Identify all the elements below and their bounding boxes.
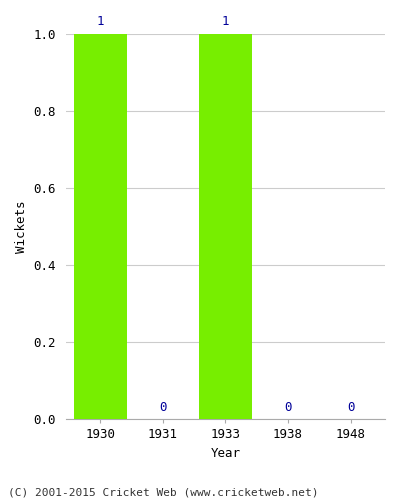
Text: 1: 1 (96, 15, 104, 28)
Text: 0: 0 (284, 400, 292, 413)
Text: 0: 0 (159, 400, 166, 413)
Y-axis label: Wickets: Wickets (15, 200, 28, 253)
Text: 0: 0 (347, 400, 354, 413)
Text: (C) 2001-2015 Cricket Web (www.cricketweb.net): (C) 2001-2015 Cricket Web (www.cricketwe… (8, 488, 318, 498)
Bar (199, 34, 252, 419)
X-axis label: Year: Year (210, 447, 240, 460)
Bar (74, 34, 127, 419)
Text: 1: 1 (222, 15, 229, 28)
